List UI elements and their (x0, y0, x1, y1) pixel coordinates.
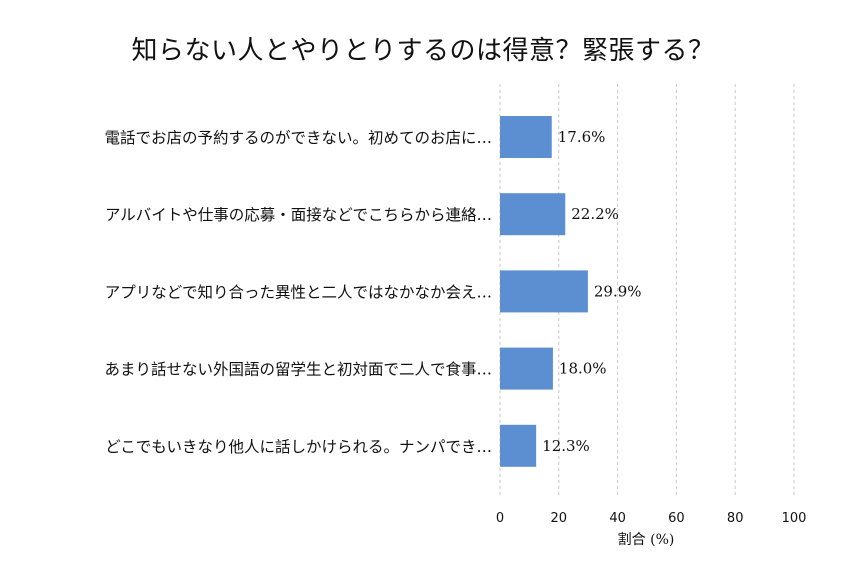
x-tick-label: 60 (668, 511, 685, 526)
category-label: あまり話せない外国語の留学生と初対面で二人で食事… (104, 361, 492, 379)
value-label: 22.2% (571, 205, 619, 223)
value-label: 29.9% (594, 282, 642, 300)
value-label: 18.0% (559, 360, 607, 378)
value-label: 12.3% (542, 437, 590, 455)
bar (500, 270, 588, 313)
value-labels: 17.6% 22.2% 29.9% 18.0% 12.3% (542, 128, 641, 455)
category-label: どこでもいきなり他人に話しかけられる。ナンパでき… (105, 438, 492, 456)
x-tick-label: 40 (609, 511, 626, 526)
bar (500, 424, 537, 467)
category-label: アプリなどで知り合った異性と二人ではなかなか会え… (105, 283, 492, 301)
bar (500, 193, 566, 236)
x-tick-label: 20 (551, 511, 568, 526)
chart-title: 知らない人とやりとりするのは得意？緊張する？ (131, 36, 715, 66)
x-axis-title: 割合 (%) (618, 531, 675, 548)
bars (500, 116, 588, 467)
x-axis: 0 20 40 60 80 100 (496, 511, 807, 526)
x-tick-label: 80 (727, 511, 744, 526)
x-tick-label: 0 (496, 511, 504, 526)
bar (500, 347, 553, 390)
value-label: 17.6% (558, 128, 606, 146)
x-tick-label: 100 (782, 511, 807, 526)
category-label: アルバイトや仕事の応募・面接などでこちらから連絡… (105, 206, 492, 224)
category-labels: 電話でお店の予約するのができない。初めてのお店に… アルバイトや仕事の応募・面接な… (104, 129, 492, 456)
category-label: 電話でお店の予約するのができない。初めてのお店に… (104, 129, 492, 147)
bar (500, 116, 552, 158)
